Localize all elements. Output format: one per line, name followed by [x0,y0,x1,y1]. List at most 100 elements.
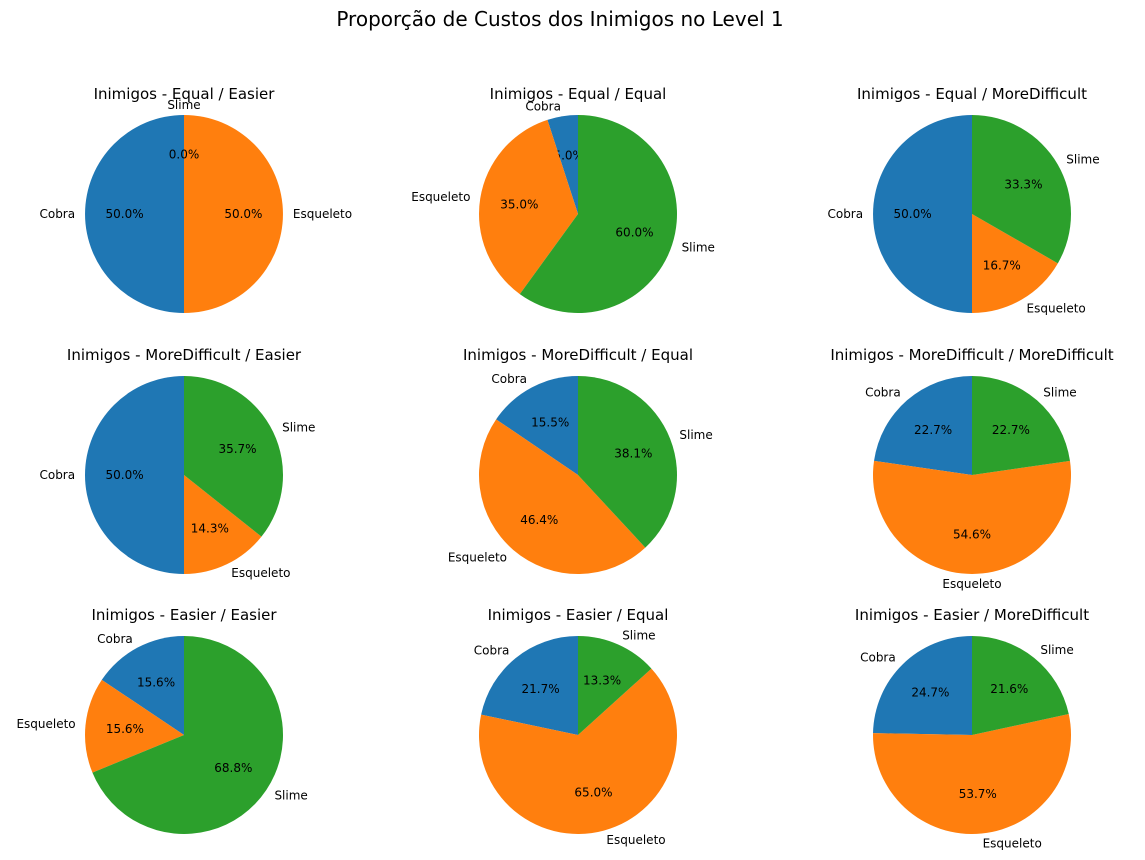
pie-title: Inimigos - Equal / MoreDifficult [857,85,1087,103]
pie-slice-cobra [101,636,184,735]
slice-percent-cobra: 15.5% [531,416,569,430]
pie-title: Inimigos - Easier / MoreDifficult [855,606,1089,624]
slice-label-cobra: Cobra [39,207,75,221]
pie-slice-cobra [481,636,578,735]
slice-percent-slime: 33.3% [1004,177,1042,191]
slice-label-esqueleto: Esqueleto [231,566,290,580]
pie-panel-inimigos-easier-easier: Inimigos - Easier / Easier Cobra 15.6% Esqu… [16,606,308,835]
slice-label-esqueleto: Esqueleto [1027,301,1086,315]
slice-label-cobra: Cobra [860,650,896,664]
pie-slice-cobra [85,376,184,574]
slice-label-esqueleto: Esqueleto [411,190,470,204]
slice-label-cobra: Cobra [827,207,863,221]
slice-percent-slime: 22.7% [992,423,1030,437]
slice-percent-esqueleto: 16.7% [983,258,1021,272]
pie-slice-esqueleto [478,419,646,575]
slice-label-cobra: Cobra [491,372,527,386]
slice-percent-slime: 60.0% [615,225,653,239]
slice-percent-slime: 35.7% [218,442,256,456]
slice-percent-esqueleto: 15.6% [106,722,144,736]
pie-slice-slime [92,636,284,835]
slice-label-slime: Slime [622,628,655,642]
slice-label-esqueleto: Esqueleto [942,577,1001,591]
pie-slice-esqueleto [184,115,283,313]
pie-panel-inimigos-easier-moredifficult: Inimigos - Easier / MoreDifficult Cobra 24… [855,606,1089,850]
slice-label-esqueleto: Esqueleto [983,836,1042,850]
pie-panel-inimigos-moredifficult-easier: Inimigos - MoreDifficult / Easier Cobra 50… [39,346,315,580]
slice-label-esqueleto: Esqueleto [606,833,665,847]
pie-slice-esqueleto [972,214,1058,313]
slice-label-cobra: Cobra [474,643,510,657]
pie-slice-esqueleto [873,714,1072,835]
pie-slice-esqueleto [184,475,262,574]
slice-percent-esqueleto: 53.7% [959,787,997,801]
pie-title: Inimigos - Easier / Easier [91,606,277,624]
slice-percent-cobra: 21.7% [522,682,560,696]
slice-percent-slime: 38.1% [614,446,652,460]
pie-slice-cobra [873,636,972,735]
slice-percent-cobra: 50.0% [106,468,144,482]
slice-label-esqueleto: Esqueleto [16,717,75,731]
slice-percent-cobra: 15.6% [137,676,175,690]
pie-slice-slime [972,115,1071,264]
slice-label-slime: Slime [274,789,307,803]
pie-title: Inimigos - MoreDifficult / Easier [67,346,302,364]
pie-title: Inimigos - Equal / Equal [490,85,667,103]
pie-panel-inimigos-moredifficult-equal: Inimigos - MoreDifficult / Equal Cobra 15.… [448,346,713,575]
slice-percent-cobra: 22.7% [914,423,952,437]
slice-label-esqueleto: Esqueleto [448,551,507,565]
slice-label-slime: Slime [1043,386,1076,400]
pie-panel-inimigos-equal-moredifficult: Inimigos - Equal / MoreDifficult Cobra 50.… [827,85,1099,315]
slice-label-cobra: Cobra [39,468,75,482]
slice-percent-cobra: 24.7% [911,686,949,700]
pie-slice-slime [972,376,1070,475]
slice-label-cobra: Cobra [525,99,561,113]
pie-title: Inimigos - Equal / Easier [94,85,276,103]
pie-panel-inimigos-easier-equal: Inimigos - Easier / Equal Cobra 21.7% Esque… [474,606,677,847]
slice-label-slime: Slime [682,241,715,255]
slice-label-esqueleto: Esqueleto [293,207,352,221]
pie-slice-esqueleto [479,119,578,295]
slice-percent-esqueleto: 50.0% [224,207,262,221]
slice-percent-esqueleto: 54.6% [953,527,991,541]
slice-percent-cobra: 5.0% [553,148,584,162]
pie-panel-inimigos-equal-easier: Inimigos - Equal / Easier Cobra 50.0% Esque… [39,85,352,313]
pie-slice-cobra [873,115,972,313]
slice-percent-slime: 21.6% [990,682,1028,696]
slice-percent-esqueleto: 14.3% [191,522,229,536]
slice-percent-cobra: 50.0% [106,207,144,221]
slice-percent-slime: 13.3% [583,674,621,688]
pie-slice-cobra [874,376,972,475]
slice-percent-slime: 68.8% [214,761,252,775]
pie-slice-slime [519,114,678,313]
slice-label-slime: Slime [1040,643,1073,657]
pie-title: Inimigos - MoreDifficult / MoreDifficult [830,346,1113,364]
pie-panel-inimigos-moredifficult-moredifficult: Inimigos - MoreDifficult / MoreDifficult… [830,346,1113,591]
figure-title: Proporção de Custos dos Inimigos no Leve… [336,7,783,31]
pie-slice-cobra [85,115,184,313]
pie-title: Inimigos - Easier / Equal [488,606,669,624]
pie-slice-slime [578,376,678,548]
pie-slice-slime [184,376,284,537]
slice-percent-cobra: 50.0% [894,207,932,221]
pie-slice-esqueleto [85,679,184,773]
pie-slice-esqueleto [478,668,677,835]
slice-label-slime: Slime [282,421,315,435]
slice-percent-slime: 0.0% [169,148,200,162]
pie-slice-slime [578,636,652,735]
pie-slice-slime [972,636,1069,735]
pie-slice-cobra [496,376,578,475]
slice-percent-esqueleto: 35.0% [500,198,538,212]
slice-label-cobra: Cobra [865,386,901,400]
slice-label-cobra: Cobra [97,632,133,646]
slice-percent-esqueleto: 46.4% [520,513,558,527]
slice-label-slime: Slime [167,98,200,112]
pie-title: Inimigos - MoreDifficult / Equal [463,346,693,364]
slice-label-slime: Slime [679,428,712,442]
pie-slice-cobra [547,115,578,214]
pie-slice-esqueleto [872,460,1072,574]
slice-percent-esqueleto: 65.0% [574,785,612,799]
slice-label-slime: Slime [1066,152,1099,166]
